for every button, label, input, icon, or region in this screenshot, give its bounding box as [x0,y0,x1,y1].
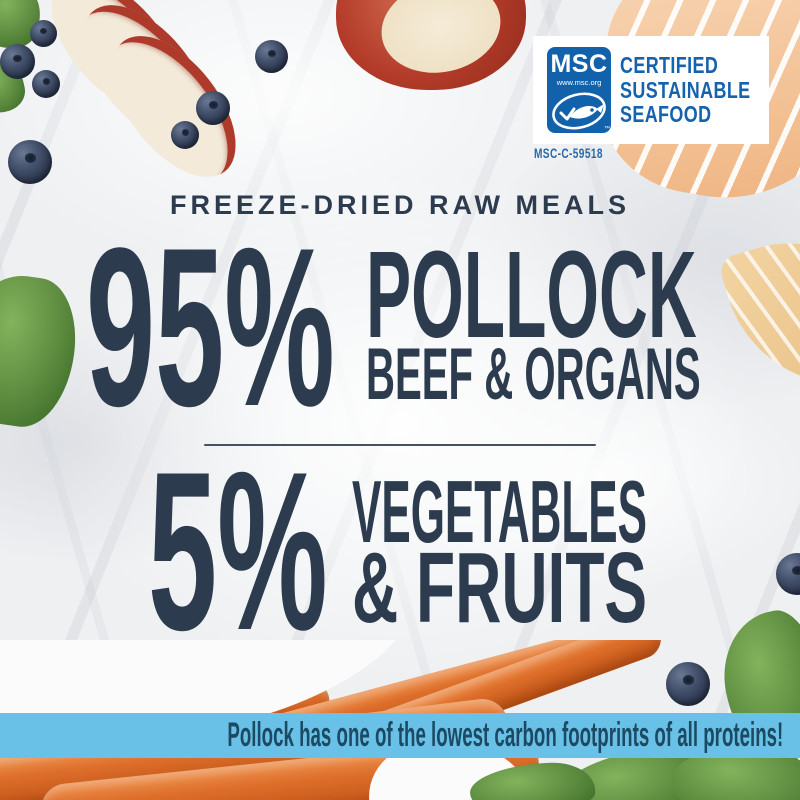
msc-cert-line: SUSTAINABLE [620,78,787,103]
secondary-ingredient-subtitle-text: & FRUITS [352,532,648,644]
apple-photo [336,0,526,90]
blueberry-photo [255,40,288,73]
secondary-percent-text: 5% [148,424,328,677]
msc-cert-line: CERTIFIED [620,53,787,78]
blueberry-photo [8,140,52,184]
msc-cert-line: SEAFOOD [620,102,787,127]
blueberry-photo [30,20,57,47]
blueberry-photo [171,121,199,149]
trademark-symbol: ™ [604,126,610,132]
spinach-leaf-photo [0,269,84,433]
secondary-ingredient-title-text: VEGETABLES [352,462,648,561]
msc-brand-label: MSC [550,50,608,78]
msc-cert-line-text: SUSTAINABLE [620,76,751,103]
secondary-ingredient-title: VEGETABLES [352,468,800,556]
primary-percent-text: 95% [86,200,335,453]
blueberry-photo [0,44,35,79]
primary-ingredient-title: POLLOCK [366,234,800,357]
blueberry-photo [196,91,230,125]
msc-logo: MSC www.msc.org ™ [547,47,611,133]
msc-cert-line-text: CERTIFIED [620,52,719,79]
secondary-percent: 5% [148,438,475,664]
msc-cert-line-text: SEAFOOD [620,101,712,128]
primary-ingredient-subtitle-text: BEEF & ORGANS [366,334,701,415]
primary-ingredient-subtitle: BEEF & ORGANS [366,338,800,411]
msc-certificate-code-text: MSC-C-59518 [534,146,603,161]
msc-certificate-code: MSC-C-59518 [534,146,626,161]
blueberry-photo [666,662,710,706]
msc-cert-text: CERTIFIED SUSTAINABLE SEAFOOD [620,53,787,127]
banner-text: Pollock has one of the lowest carbon foo… [227,716,784,754]
msc-certification-badge: MSC www.msc.org ™ CERTIFIED SUSTAINABLE … [533,36,769,144]
page-title: FREEZE-DRIED RAW MEALS [169,190,630,220]
msc-fish-check-icon [552,91,606,130]
primary-ingredient-title-text: POLLOCK [366,227,697,364]
msc-website-label: www.msc.org [556,78,602,87]
primary-percent: 95% [86,214,538,440]
secondary-ingredient-subtitle: & FRUITS [352,538,800,638]
section-divider [204,444,596,446]
apple-flesh [372,0,510,84]
blueberry-photo [32,70,60,98]
carbon-footprint-banner: Pollock has one of the lowest carbon foo… [0,713,800,758]
